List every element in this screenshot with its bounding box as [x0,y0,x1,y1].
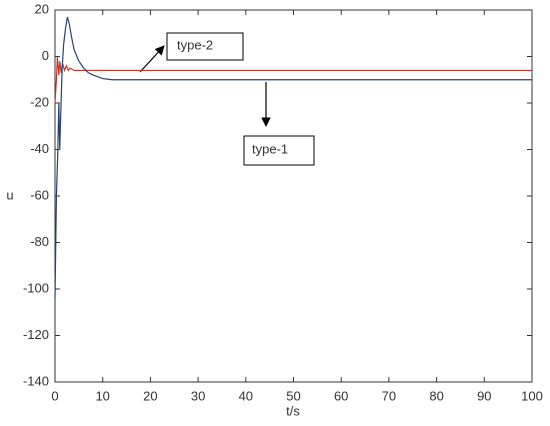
x-axis-label: t/s [286,403,300,418]
y-tick-label: -100 [23,280,49,295]
y-tick-label: -80 [30,234,49,249]
x-tick-label: 70 [382,388,396,403]
x-tick-label: 60 [334,388,348,403]
annotation-box [166,32,244,61]
y-tick-label: -20 [30,94,49,109]
x-tick-label: 80 [429,388,443,403]
y-tick-label: 0 [42,48,49,63]
y-tick-label: -40 [30,141,49,156]
x-tick-label: 20 [143,388,157,403]
series-line [54,56,532,104]
annotation-box [243,135,315,166]
y-axis-label: u [6,187,13,202]
annotation-text: type-2 [177,37,213,52]
y-tick-label: -120 [23,327,49,342]
x-tick-label: 90 [477,388,491,403]
plot-frame [54,9,533,383]
x-tick-label: 100 [521,388,543,403]
y-tick-label: -60 [30,187,49,202]
series-line [54,16,532,299]
x-tick-label: 10 [95,388,109,403]
x-tick-label: 40 [239,388,253,403]
annotation-arrow [139,45,165,73]
x-tick-label: 50 [286,388,300,403]
annotation-text: type-1 [252,141,288,156]
x-tick-label: 30 [191,388,205,403]
y-tick-label: 20 [35,1,49,16]
x-tick-label: 0 [51,388,58,403]
y-tick-label: -140 [23,373,49,388]
